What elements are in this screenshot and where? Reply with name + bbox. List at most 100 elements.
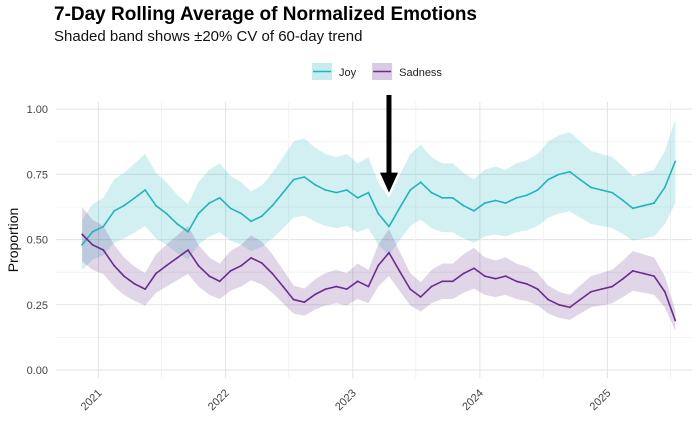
point-sadness <box>558 303 560 306</box>
point-joy <box>430 191 433 194</box>
point-joy <box>674 160 677 163</box>
point-joy <box>611 191 614 194</box>
point-sadness <box>462 272 465 275</box>
point-joy <box>451 196 454 199</box>
point-joy <box>473 209 475 212</box>
point-joy <box>133 196 136 199</box>
point-joy <box>526 194 528 197</box>
point-joy <box>483 202 486 204</box>
band-sadness <box>82 207 676 331</box>
point-joy <box>197 212 200 215</box>
point-joy <box>176 223 179 225</box>
y-axis-label: Proportion <box>5 208 21 273</box>
point-sadness <box>642 272 645 275</box>
point-sadness <box>356 280 359 283</box>
cv-bands <box>82 119 676 331</box>
point-sadness <box>611 285 614 288</box>
point-sadness <box>324 288 327 291</box>
point-joy <box>462 204 465 207</box>
point-joy <box>240 212 243 215</box>
point-joy <box>536 189 539 191</box>
point-joy <box>155 204 157 207</box>
point-joy <box>335 191 338 194</box>
point-sadness <box>631 269 634 272</box>
point-sadness <box>155 272 157 275</box>
series-lines <box>81 160 677 322</box>
point-joy <box>600 189 603 191</box>
x-tick-label: 2024 <box>460 387 486 413</box>
point-joy <box>579 178 582 181</box>
chart-subtitle: Shaded band shows ±20% CV of 60-day tren… <box>54 28 363 45</box>
annotation-arrow-head <box>379 172 398 193</box>
point-joy <box>398 207 401 210</box>
point-joy <box>568 170 571 173</box>
point-joy <box>123 204 125 207</box>
point-sadness <box>473 267 475 270</box>
grid-lines <box>56 102 692 378</box>
point-joy <box>558 173 560 176</box>
point-sadness <box>187 249 189 251</box>
point-joy <box>218 196 221 199</box>
point-joy <box>81 243 84 246</box>
point-joy <box>113 209 116 212</box>
point-joy <box>419 181 422 184</box>
point-joy <box>292 178 295 181</box>
legend-label-joy: Joy <box>339 67 357 79</box>
point-sadness <box>419 296 422 298</box>
point-joy <box>377 212 380 215</box>
point-joy <box>314 183 317 186</box>
point-joy <box>642 204 645 207</box>
point-joy <box>367 191 370 194</box>
point-sadness <box>515 280 518 283</box>
point-sadness <box>483 275 486 278</box>
point-sadness <box>133 283 136 285</box>
point-joy <box>260 215 263 218</box>
x-tick-label: 2021 <box>79 387 105 413</box>
point-sadness <box>504 275 507 278</box>
point-sadness <box>271 272 274 275</box>
point-sadness <box>547 298 550 301</box>
point-sadness <box>663 290 666 293</box>
point-joy <box>303 176 306 178</box>
point-joy <box>271 204 274 207</box>
point-joy <box>663 186 666 189</box>
y-tick-label: 0.00 <box>27 365 48 377</box>
point-sadness <box>441 280 444 283</box>
point-joy <box>388 225 390 228</box>
point-sadness <box>218 280 221 283</box>
point-sadness <box>345 288 348 291</box>
point-sadness <box>430 285 433 288</box>
y-tick-label: 1.00 <box>27 104 48 116</box>
point-joy <box>494 199 497 202</box>
point-joy <box>590 186 592 189</box>
band-joy <box>82 119 676 270</box>
point-sadness <box>526 283 528 285</box>
point-joy <box>515 196 518 199</box>
point-sadness <box>144 288 147 291</box>
point-joy <box>282 191 284 194</box>
point-sadness <box>367 285 370 288</box>
point-sadness <box>197 264 200 267</box>
point-sadness <box>113 264 116 267</box>
legend: Joy Sadness <box>312 63 442 80</box>
point-sadness <box>398 269 401 272</box>
y-tick-label: 0.50 <box>27 235 48 247</box>
point-sadness <box>260 262 263 264</box>
point-sadness <box>494 277 497 280</box>
point-joy <box>165 212 168 215</box>
point-sadness <box>282 285 284 288</box>
point-sadness <box>568 306 571 309</box>
legend-label-sadness: Sadness <box>399 67 442 79</box>
point-joy <box>653 202 655 204</box>
x-tick-label: 2022 <box>206 387 232 413</box>
point-joy <box>208 202 211 204</box>
point-sadness <box>229 269 232 272</box>
point-joy <box>91 230 94 233</box>
point-sadness <box>81 233 84 236</box>
point-sadness <box>590 290 592 293</box>
point-sadness <box>451 280 454 283</box>
point-sadness <box>176 256 179 259</box>
point-joy <box>622 199 624 202</box>
point-joy <box>229 207 232 210</box>
